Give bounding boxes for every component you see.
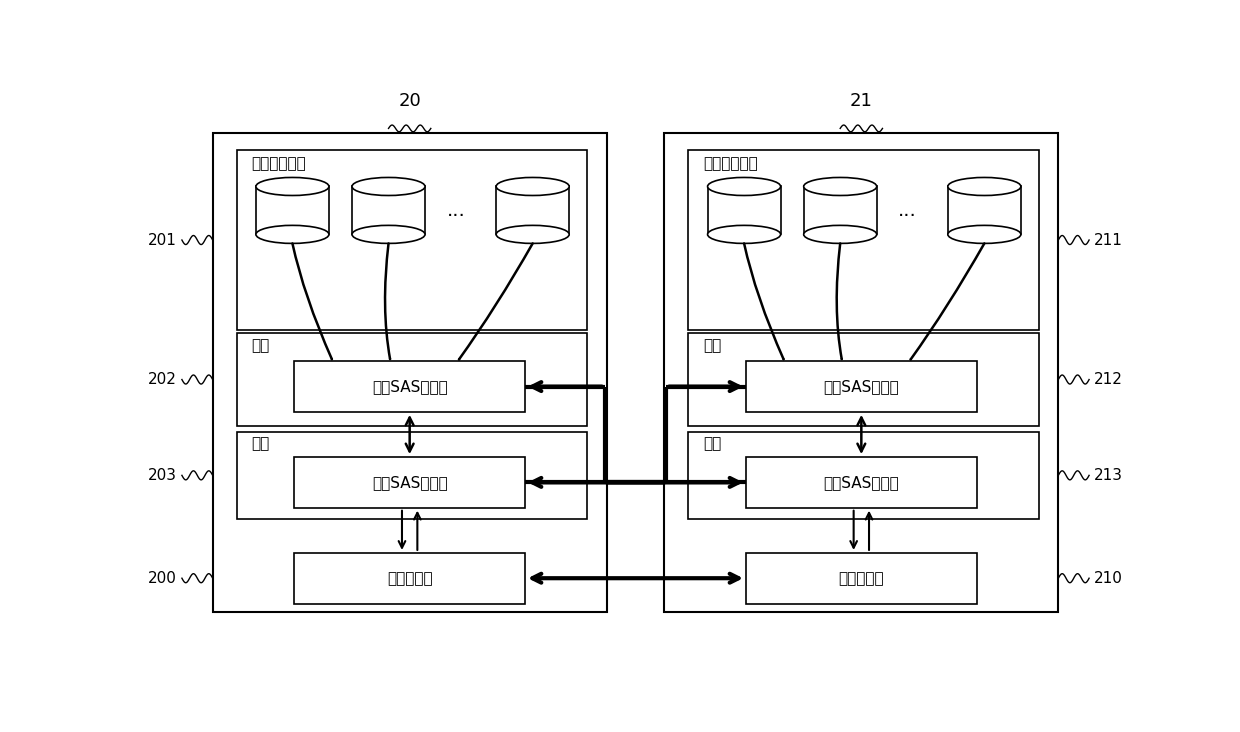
Text: 背板: 背板 bbox=[703, 338, 720, 353]
Bar bbox=[746, 361, 977, 412]
Bar bbox=[496, 187, 569, 234]
Text: 203: 203 bbox=[148, 468, 177, 483]
Text: 第一处理器: 第一处理器 bbox=[387, 571, 433, 586]
Bar bbox=[688, 333, 1039, 426]
Ellipse shape bbox=[255, 225, 329, 244]
Text: 211: 211 bbox=[1094, 233, 1122, 247]
Bar bbox=[947, 187, 1021, 234]
Ellipse shape bbox=[352, 225, 425, 244]
Bar bbox=[746, 457, 977, 508]
Text: 主板: 主板 bbox=[703, 436, 720, 452]
FancyArrowPatch shape bbox=[293, 244, 332, 359]
FancyArrowPatch shape bbox=[910, 244, 985, 359]
Bar bbox=[688, 150, 1039, 330]
Text: 第一SAS扩展器: 第一SAS扩展器 bbox=[372, 379, 448, 394]
Bar bbox=[213, 133, 606, 612]
Text: 202: 202 bbox=[149, 372, 177, 387]
Text: 210: 210 bbox=[1094, 571, 1122, 586]
Bar bbox=[708, 187, 781, 234]
Ellipse shape bbox=[352, 177, 425, 195]
Text: 第一SAS控制器: 第一SAS控制器 bbox=[372, 475, 448, 490]
Text: 213: 213 bbox=[1094, 468, 1123, 483]
Bar bbox=[746, 553, 977, 604]
Text: 背板: 背板 bbox=[250, 338, 269, 353]
Text: 第二SAS扩展器: 第二SAS扩展器 bbox=[823, 379, 899, 394]
Bar bbox=[804, 187, 877, 234]
Bar bbox=[688, 432, 1039, 519]
Ellipse shape bbox=[255, 177, 329, 195]
Bar bbox=[294, 553, 525, 604]
Bar bbox=[237, 432, 588, 519]
Ellipse shape bbox=[947, 177, 1021, 195]
Text: 21: 21 bbox=[849, 92, 873, 111]
Ellipse shape bbox=[496, 225, 569, 244]
Bar bbox=[665, 133, 1058, 612]
Bar bbox=[237, 150, 588, 330]
Ellipse shape bbox=[708, 225, 781, 244]
Ellipse shape bbox=[947, 225, 1021, 244]
Ellipse shape bbox=[496, 177, 569, 195]
Text: 第二SAS控制器: 第二SAS控制器 bbox=[823, 475, 899, 490]
Text: 第二处理器: 第二处理器 bbox=[838, 571, 884, 586]
Text: ...: ... bbox=[446, 201, 465, 220]
FancyArrowPatch shape bbox=[459, 244, 533, 359]
FancyArrowPatch shape bbox=[837, 244, 842, 359]
Text: 第二硬盘单元: 第二硬盘单元 bbox=[703, 157, 758, 171]
Ellipse shape bbox=[708, 177, 781, 195]
Text: 212: 212 bbox=[1094, 372, 1122, 387]
Ellipse shape bbox=[804, 225, 877, 244]
Text: ...: ... bbox=[898, 201, 916, 220]
FancyArrowPatch shape bbox=[744, 244, 784, 359]
Text: 201: 201 bbox=[149, 233, 177, 247]
Ellipse shape bbox=[804, 177, 877, 195]
Text: 第一硬盘单元: 第一硬盘单元 bbox=[250, 157, 306, 171]
Bar bbox=[294, 457, 525, 508]
Bar bbox=[237, 333, 588, 426]
Text: 主板: 主板 bbox=[250, 436, 269, 452]
Text: 20: 20 bbox=[398, 92, 422, 111]
Bar bbox=[294, 361, 525, 412]
FancyArrowPatch shape bbox=[386, 244, 391, 359]
Bar bbox=[352, 187, 425, 234]
Text: 200: 200 bbox=[149, 571, 177, 586]
Bar bbox=[255, 187, 329, 234]
